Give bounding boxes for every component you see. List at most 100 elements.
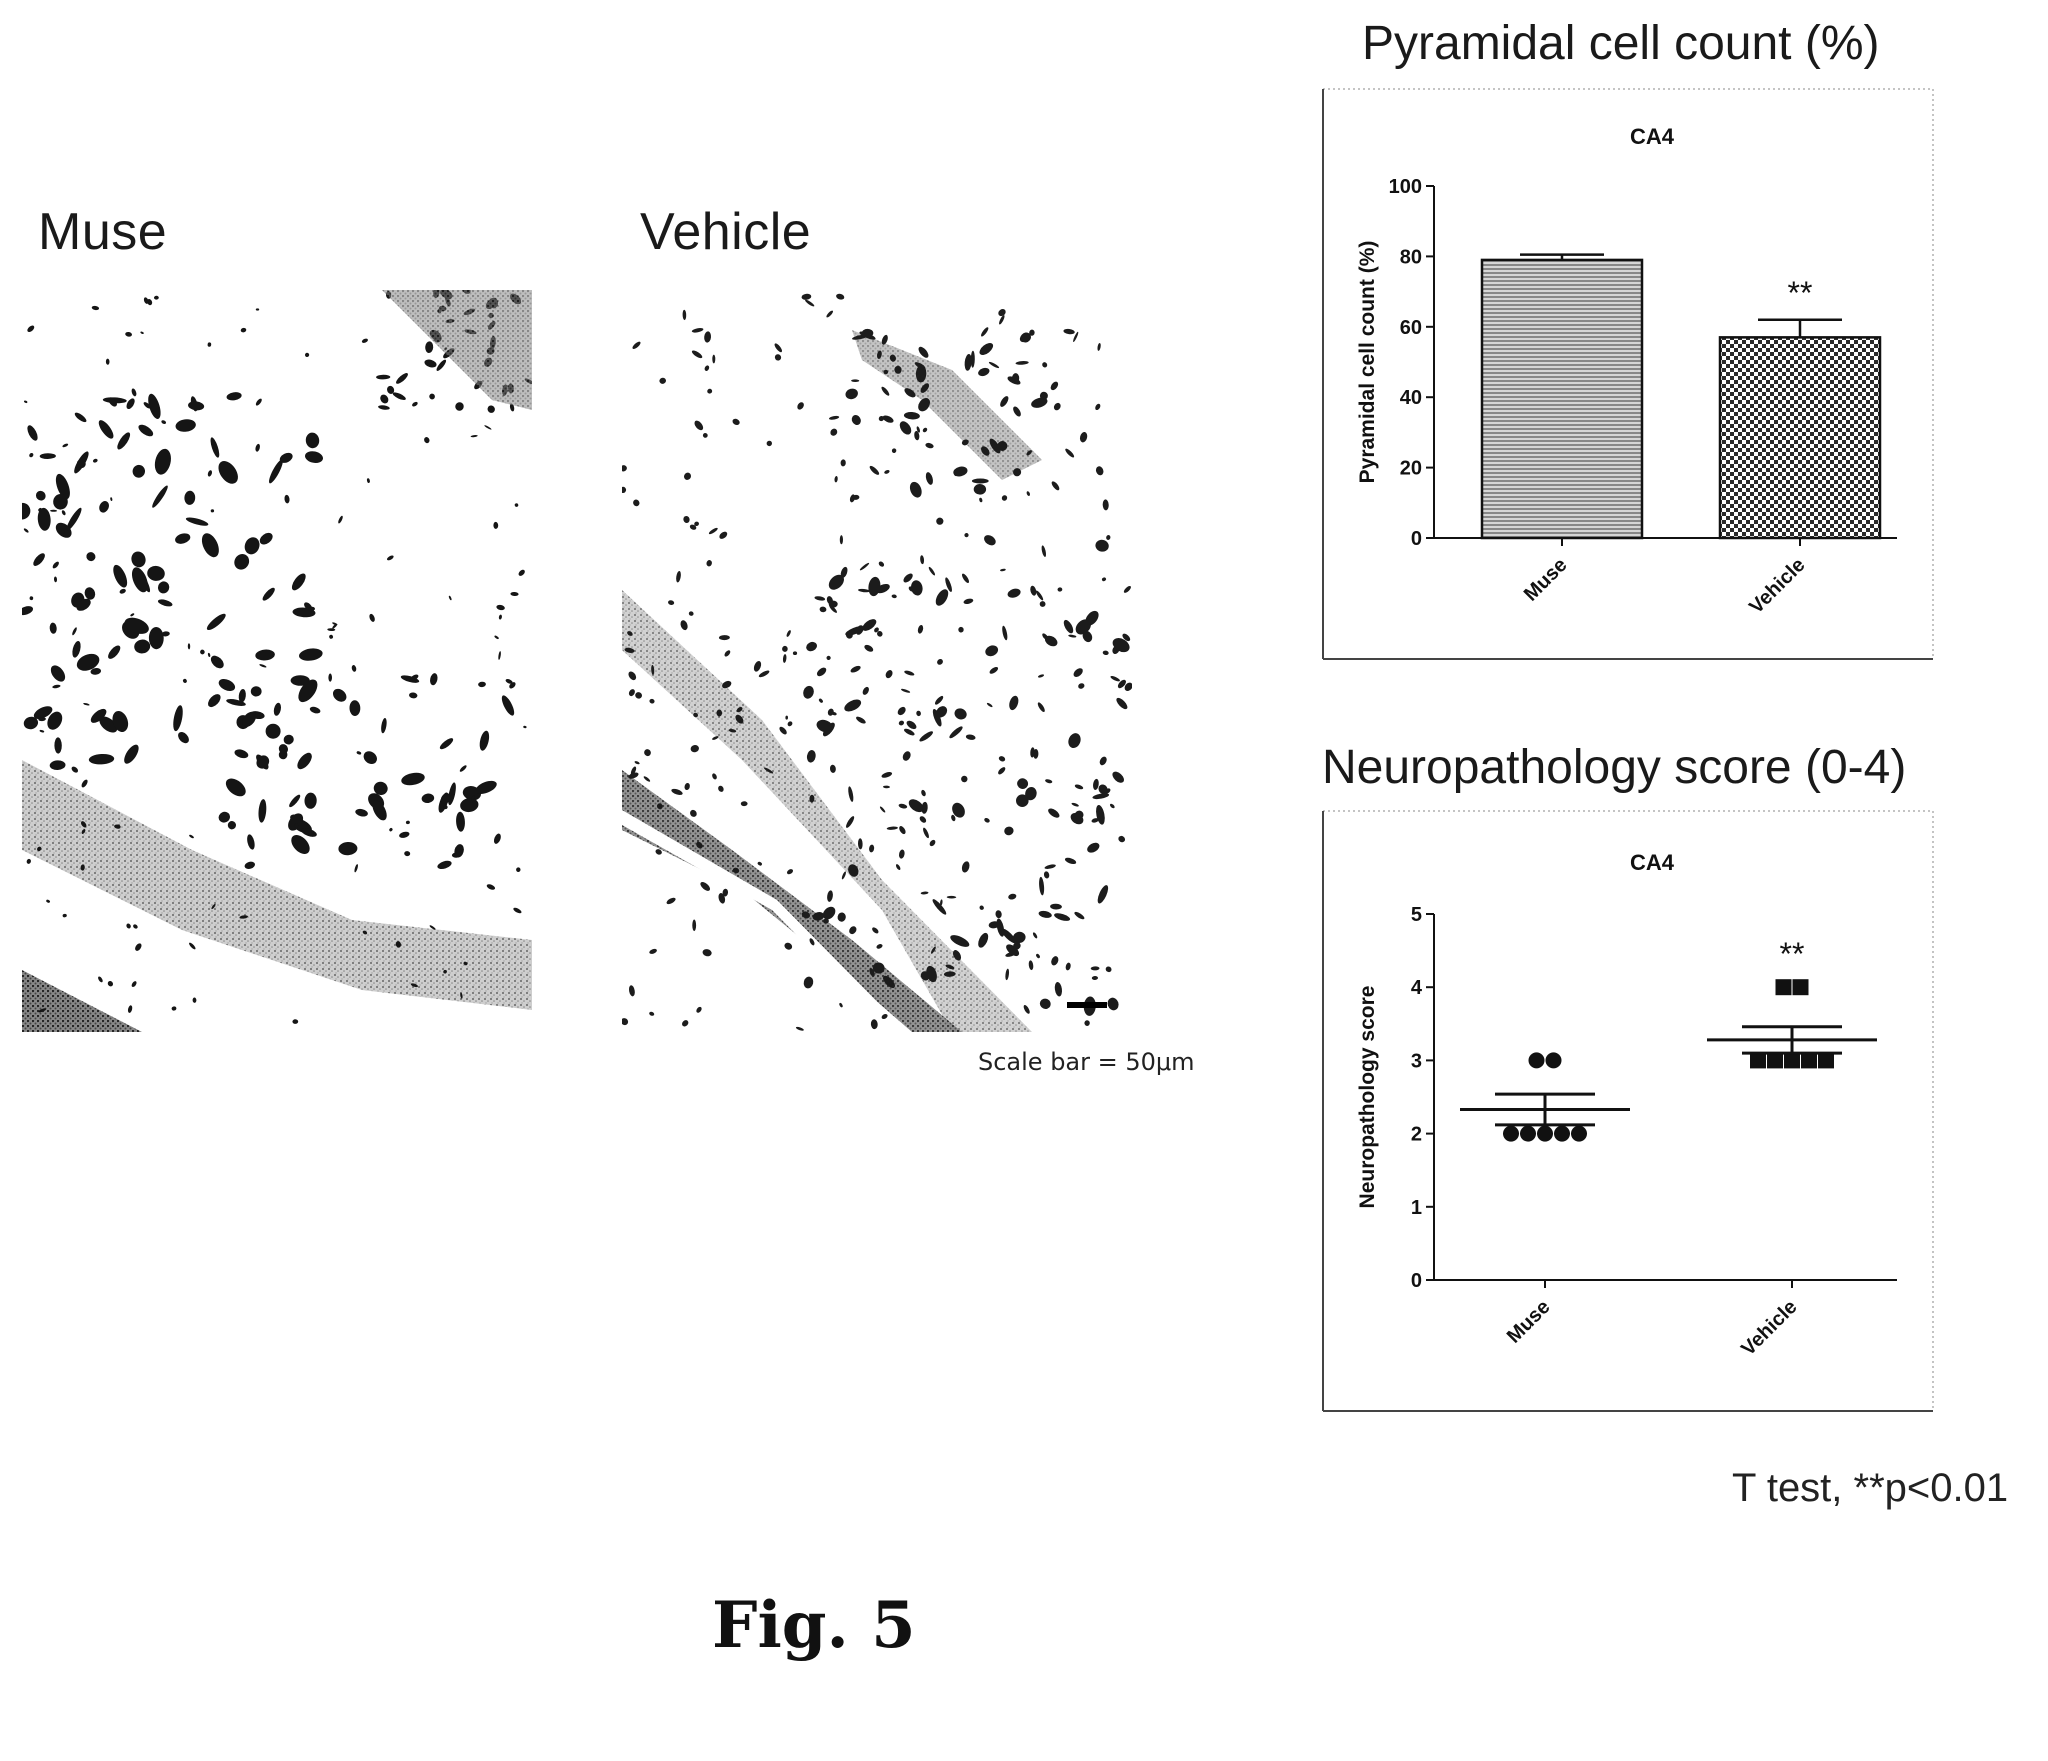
cell-speck xyxy=(451,852,462,858)
cell-speck xyxy=(921,789,926,797)
cell-speck xyxy=(1033,749,1039,759)
cell-speck xyxy=(188,401,205,411)
cell-speck xyxy=(633,499,640,507)
cell-speck xyxy=(498,651,501,660)
cell-speck xyxy=(876,350,882,359)
cell-speck xyxy=(99,501,109,513)
cell-speck xyxy=(1005,968,1010,981)
cell-speck xyxy=(973,483,987,495)
cell-speck xyxy=(881,334,888,345)
cell-speck xyxy=(143,402,151,409)
cell-speck xyxy=(1105,966,1112,973)
cell-speck xyxy=(803,976,814,989)
cell-speck xyxy=(876,944,883,949)
cell-speck xyxy=(848,864,859,877)
cell-speck xyxy=(182,678,187,683)
cell-speck xyxy=(929,839,936,847)
cell-speck xyxy=(671,788,683,795)
cell-speck xyxy=(936,706,948,718)
cell-speck xyxy=(157,599,173,607)
cell-speck xyxy=(712,773,717,780)
cell-speck xyxy=(1123,585,1131,593)
cell-speck xyxy=(405,820,410,825)
cell-speck xyxy=(259,664,267,668)
point-vehicle xyxy=(1767,1052,1783,1069)
cell-speck xyxy=(124,744,139,764)
cell-speck xyxy=(858,588,870,593)
cell-speck xyxy=(1079,431,1088,443)
cell-speck xyxy=(234,749,249,759)
cell-speck xyxy=(998,756,1006,762)
scale-bar xyxy=(1067,1002,1107,1008)
cell-speck xyxy=(635,692,642,699)
cell-speck xyxy=(758,670,770,678)
cell-speck xyxy=(917,624,924,634)
point-muse xyxy=(1528,1052,1545,1069)
cell-speck xyxy=(493,521,499,529)
cell-speck xyxy=(1091,818,1099,823)
cell-speck xyxy=(1023,1005,1030,1014)
cell-speck xyxy=(440,793,451,804)
cell-speck xyxy=(979,342,994,356)
cell-speck xyxy=(690,809,697,817)
cell-speck xyxy=(622,465,627,472)
pyramidal-chart-heading: Pyramidal cell count (%) xyxy=(1362,17,1880,70)
cell-speck xyxy=(932,708,942,727)
cell-speck xyxy=(1057,587,1063,592)
cell-speck xyxy=(443,969,447,974)
cell-speck xyxy=(1017,778,1029,789)
cell-speck xyxy=(1050,381,1059,391)
cell-speck xyxy=(920,555,925,565)
cell-speck xyxy=(1098,784,1108,795)
cell-speck xyxy=(55,473,70,500)
cell-speck xyxy=(707,388,713,394)
cell-speck xyxy=(355,808,368,817)
cell-speck xyxy=(362,930,368,935)
cell-speck xyxy=(81,829,86,834)
cell-speck xyxy=(622,1018,629,1026)
cell-speck xyxy=(175,419,196,432)
cell-speck xyxy=(84,587,96,600)
cell-speck xyxy=(424,359,437,368)
cell-speck xyxy=(928,566,936,576)
cell-speck xyxy=(829,604,837,613)
cell-speck xyxy=(49,622,57,634)
y-tick-label: 1 xyxy=(1411,1197,1422,1219)
cell-speck xyxy=(292,1019,299,1024)
bar-vehicle xyxy=(1718,336,1882,540)
cell-speck xyxy=(80,821,87,828)
cell-speck xyxy=(134,639,151,654)
cell-speck xyxy=(884,469,890,474)
point-muse xyxy=(1554,1125,1570,1142)
cell-speck xyxy=(479,730,490,751)
cell-speck xyxy=(376,374,391,380)
cell-speck xyxy=(52,561,59,569)
cell-speck xyxy=(46,899,50,903)
cell-speck xyxy=(736,707,743,713)
cell-speck xyxy=(1054,913,1071,921)
cell-speck xyxy=(53,576,58,583)
cell-speck xyxy=(430,673,438,686)
cell-speck xyxy=(178,731,189,744)
cell-speck xyxy=(649,948,657,954)
cell-speck xyxy=(61,529,65,534)
cell-speck xyxy=(1037,702,1045,713)
cell-speck xyxy=(891,448,897,453)
cell-speck xyxy=(1045,779,1053,784)
cell-speck xyxy=(806,750,816,763)
cell-speck xyxy=(509,682,516,689)
cell-speck xyxy=(1068,634,1077,638)
cell-speck xyxy=(692,919,697,932)
cell-speck xyxy=(72,627,77,636)
cell-speck xyxy=(932,899,947,915)
cell-speck xyxy=(133,924,138,929)
cell-speck xyxy=(498,614,502,620)
cell-speck xyxy=(1107,997,1119,1011)
cell-speck xyxy=(356,751,362,755)
cell-speck xyxy=(297,752,312,770)
cell-speck xyxy=(850,665,861,673)
cell-speck xyxy=(1051,956,1059,966)
cell-speck xyxy=(691,350,703,359)
cell-speck xyxy=(676,570,681,583)
cell-speck xyxy=(845,626,864,636)
